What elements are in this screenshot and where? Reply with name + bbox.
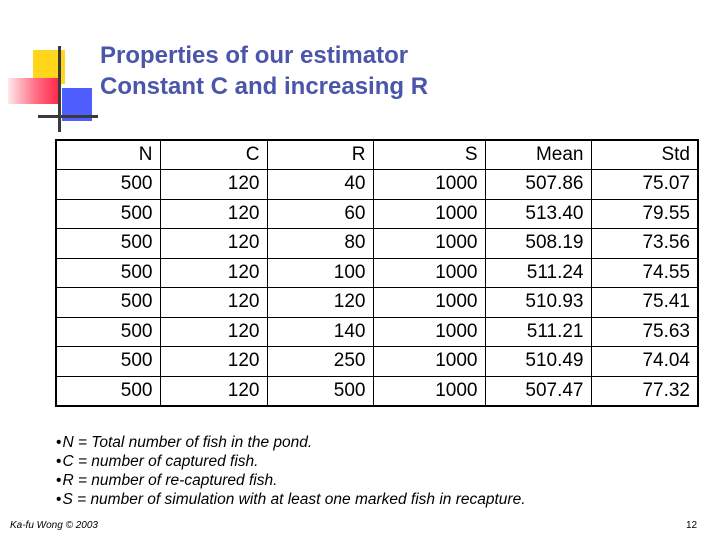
bullet: • xyxy=(56,491,62,508)
table-row: 500 120 60 1000 513.40 79.55 xyxy=(55,198,699,229)
cell-r: 40 xyxy=(266,169,374,200)
cell-r: 60 xyxy=(266,198,374,229)
cell-std: 75.41 xyxy=(590,287,699,318)
cell-r: 250 xyxy=(266,346,374,377)
table-row: 500 120 140 1000 511.21 75.63 xyxy=(55,316,699,347)
cell-c: 120 xyxy=(159,316,268,347)
table-row: 500 120 500 1000 507.47 77.32 xyxy=(55,375,699,407)
definition-text: C = number of captured fish. xyxy=(62,453,259,470)
cell-s: 1000 xyxy=(372,228,486,259)
decor-horizontal-line xyxy=(38,115,98,118)
cell-r: 120 xyxy=(266,287,374,318)
cell-s: 1000 xyxy=(372,316,486,347)
definition-r: •R = number of re-captured fish. xyxy=(56,471,526,490)
definition-s: •S = number of simulation with at least … xyxy=(56,490,526,509)
definition-c: •C = number of captured fish. xyxy=(56,452,526,471)
cell-c: 120 xyxy=(159,198,268,229)
column-header-n: N xyxy=(55,139,161,170)
definition-n: •N = Total number of fish in the pond. xyxy=(56,433,526,452)
cell-mean: 507.47 xyxy=(484,375,592,407)
cell-std: 74.04 xyxy=(590,346,699,377)
cell-s: 1000 xyxy=(372,375,486,407)
table-header-row: N C R S Mean Std xyxy=(55,139,699,170)
cell-c: 120 xyxy=(159,169,268,200)
cell-n: 500 xyxy=(55,346,161,377)
cell-n: 500 xyxy=(55,316,161,347)
bullet: • xyxy=(56,472,62,489)
cell-c: 120 xyxy=(159,375,268,407)
cell-c: 120 xyxy=(159,228,268,259)
cell-mean: 511.21 xyxy=(484,316,592,347)
cell-n: 500 xyxy=(55,257,161,288)
bullet: • xyxy=(56,453,62,470)
cell-s: 1000 xyxy=(372,169,486,200)
cell-n: 500 xyxy=(55,169,161,200)
table-row: 500 120 80 1000 508.19 73.56 xyxy=(55,228,699,259)
cell-mean: 511.24 xyxy=(484,257,592,288)
cell-n: 500 xyxy=(55,198,161,229)
cell-std: 73.56 xyxy=(590,228,699,259)
definition-text: S = number of simulation with at least o… xyxy=(62,491,526,508)
decor-vertical-line xyxy=(58,46,61,132)
page-number: 12 xyxy=(686,520,698,531)
cell-n: 500 xyxy=(55,287,161,318)
table-row: 500 120 100 1000 511.24 74.55 xyxy=(55,257,699,288)
cell-s: 1000 xyxy=(372,346,486,377)
decor-red-gradient-bar xyxy=(8,78,58,104)
cell-s: 1000 xyxy=(372,198,486,229)
cell-mean: 507.86 xyxy=(484,169,592,200)
table-row: 500 120 120 1000 510.93 75.41 xyxy=(55,287,699,318)
slide-title-line-2: Constant C and increasing R xyxy=(100,73,429,100)
cell-std: 77.32 xyxy=(590,375,699,407)
slide-title-line-1: Properties of our estimator xyxy=(100,42,409,69)
bullet: • xyxy=(56,434,62,451)
column-header-mean: Mean xyxy=(484,139,592,170)
cell-std: 79.55 xyxy=(590,198,699,229)
cell-c: 120 xyxy=(159,287,268,318)
footer-author: Ka-fu Wong © 2003 xyxy=(10,520,98,531)
cell-mean: 508.19 xyxy=(484,228,592,259)
cell-r: 100 xyxy=(266,257,374,288)
cell-n: 500 xyxy=(55,228,161,259)
results-table: N C R S Mean Std 500 120 40 1000 507.86 … xyxy=(55,139,699,407)
definition-text: R = number of re-captured fish. xyxy=(62,472,278,489)
cell-std: 75.07 xyxy=(590,169,699,200)
cell-mean: 510.93 xyxy=(484,287,592,318)
cell-r: 500 xyxy=(266,375,374,407)
cell-r: 140 xyxy=(266,316,374,347)
cell-s: 1000 xyxy=(372,287,486,318)
cell-std: 74.55 xyxy=(590,257,699,288)
table-row: 500 120 250 1000 510.49 74.04 xyxy=(55,346,699,377)
cell-c: 120 xyxy=(159,257,268,288)
column-header-c: C xyxy=(159,139,268,170)
definitions-list: •N = Total number of fish in the pond. •… xyxy=(56,433,526,509)
table-row: 500 120 40 1000 507.86 75.07 xyxy=(55,169,699,200)
column-header-std: Std xyxy=(590,139,699,170)
cell-s: 1000 xyxy=(372,257,486,288)
cell-c: 120 xyxy=(159,346,268,377)
cell-mean: 513.40 xyxy=(484,198,592,229)
slide-title: Properties of our estimator Constant C a… xyxy=(100,40,428,102)
column-header-r: R xyxy=(266,139,374,170)
cell-std: 75.63 xyxy=(590,316,699,347)
cell-r: 80 xyxy=(266,228,374,259)
definition-text: N = Total number of fish in the pond. xyxy=(62,434,313,451)
cell-n: 500 xyxy=(55,375,161,407)
column-header-s: S xyxy=(372,139,486,170)
cell-mean: 510.49 xyxy=(484,346,592,377)
